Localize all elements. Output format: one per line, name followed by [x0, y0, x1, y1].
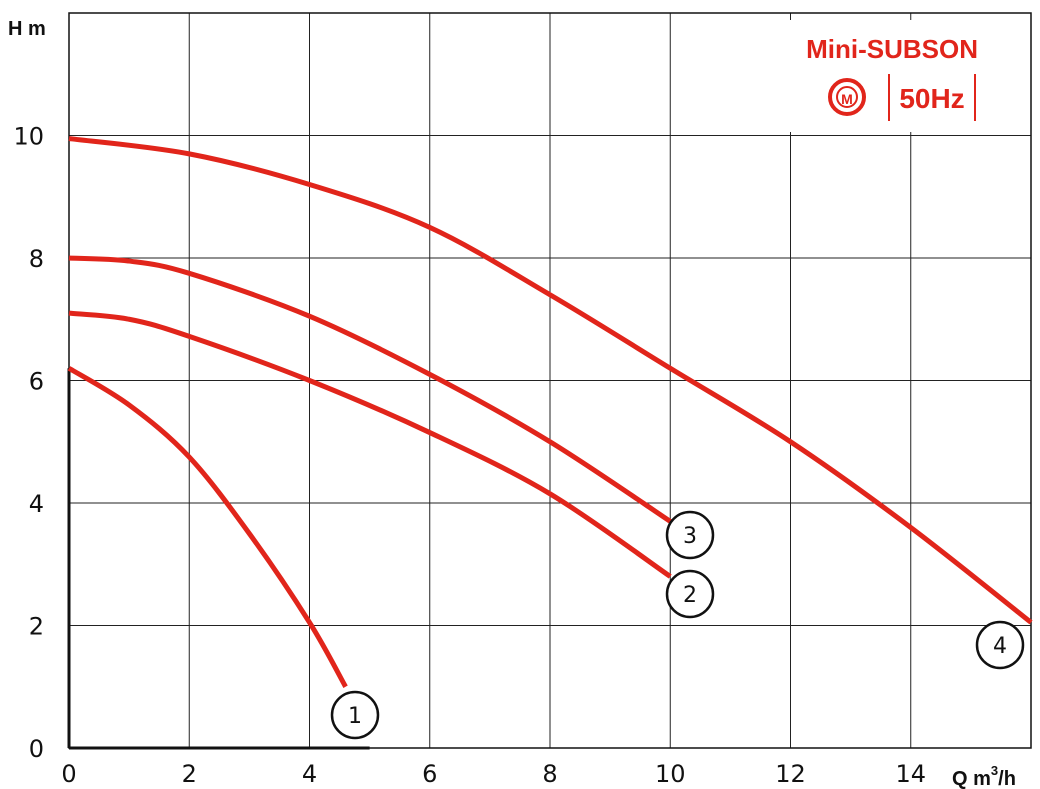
- x-tick-label: 12: [775, 760, 806, 788]
- x-tick-label: 4: [302, 760, 317, 788]
- curve-labels: 1 2 3 4: [330, 510, 1025, 740]
- curve-1: [67, 366, 348, 688]
- y-tick-label: 8: [29, 245, 44, 273]
- y-tick-label: 6: [29, 368, 44, 396]
- curve-label-circle-3: [665, 510, 715, 560]
- brand-title: Mini-SUBSON: [806, 34, 978, 64]
- axes: [67, 12, 1032, 750]
- curve-label-4: 4: [993, 634, 1007, 659]
- x-axis-label-suffix: /h: [998, 768, 1016, 789]
- curve-label-circle-1: [330, 690, 380, 740]
- curve-label-2: 2: [683, 583, 697, 608]
- curves: [67, 136, 1033, 688]
- x-tick-label: 6: [422, 760, 437, 788]
- curve-4: [68, 136, 1033, 625]
- x-tick-label: 2: [182, 760, 197, 788]
- x-axis-label-main: Q m: [952, 768, 991, 789]
- y-tick-label: 10: [13, 123, 44, 151]
- y-tick-label: 4: [29, 490, 44, 518]
- brand-background: [770, 20, 1025, 132]
- y-axis-label: H m: [8, 18, 46, 40]
- x-tick-label: 14: [895, 760, 926, 788]
- curve-3: [68, 255, 672, 524]
- x-axis-label-sup: 3: [991, 763, 998, 778]
- x-tick-label: 10: [655, 760, 686, 788]
- curve-label-1: 1: [348, 704, 362, 729]
- y-tick-label: 0: [29, 735, 44, 763]
- curve-label-3: 3: [683, 524, 697, 549]
- x-axis-label: Q m3/h: [952, 763, 1016, 789]
- brand-frequency: 50Hz: [899, 83, 964, 114]
- logo-letter: M: [841, 91, 853, 107]
- x-tick-label: 0: [61, 760, 76, 788]
- curve-label-circle-2: [665, 569, 715, 619]
- brand-block: Mini-SUBSON M 50Hz: [770, 20, 1025, 132]
- curve-label-circle-4: [975, 620, 1025, 670]
- motor-logo-icon: M: [828, 78, 866, 116]
- y-tick-label: 2: [29, 613, 44, 641]
- x-tick-label: 8: [542, 760, 557, 788]
- curve-2: [68, 310, 672, 579]
